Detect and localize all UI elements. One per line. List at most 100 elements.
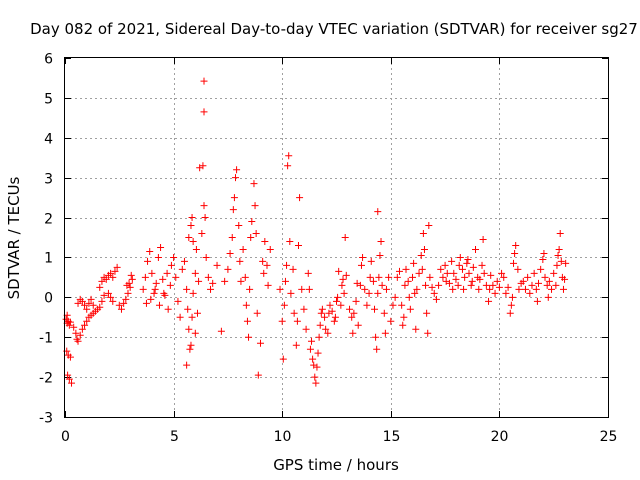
data-point-marker [556, 230, 564, 238]
data-point-marker [68, 379, 76, 387]
data-point-marker [157, 243, 165, 251]
data-point-marker [537, 265, 545, 273]
data-point-marker [147, 295, 155, 303]
data-point-marker [482, 281, 490, 289]
data-point-marker [375, 273, 383, 281]
data-point-marker [544, 293, 552, 301]
data-point-marker [424, 329, 432, 337]
data-point-marker [266, 245, 274, 253]
data-point-marker [304, 269, 312, 277]
chart-title: Day 082 of 2021, Sidereal Day-to-day VTE… [30, 20, 638, 38]
data-point-marker [253, 309, 261, 317]
data-point-marker [228, 234, 236, 241]
data-point-marker [357, 261, 365, 269]
data-point-marker [469, 263, 477, 271]
data-point-marker [174, 297, 182, 305]
data-point-marker [374, 289, 382, 297]
data-point-marker [541, 273, 549, 281]
data-point-marker [308, 337, 316, 345]
data-point-marker [426, 273, 434, 281]
data-point-marker [192, 245, 200, 253]
data-point-marker [524, 273, 532, 281]
data-point-marker [400, 313, 408, 321]
data-point-marker [441, 261, 449, 269]
data-point-marker [455, 261, 463, 269]
data-point-marker [230, 194, 238, 202]
data-point-marker [557, 257, 565, 265]
data-point-marker [185, 325, 193, 333]
data-point-marker [363, 301, 371, 309]
data-point-marker [500, 273, 508, 281]
data-point-marker [458, 265, 466, 273]
data-point-marker [382, 285, 390, 293]
data-point-marker [66, 353, 74, 361]
data-point-marker [251, 202, 259, 210]
y-tick-label: 6 [44, 52, 53, 68]
data-point-marker [311, 373, 319, 381]
data-point-marker [191, 269, 199, 277]
data-point-marker [411, 289, 419, 297]
data-point-marker [287, 289, 295, 297]
data-point-marker [437, 265, 445, 273]
data-point-marker [335, 267, 343, 275]
data-point-marker [109, 273, 117, 281]
data-point-marker [510, 259, 518, 267]
data-point-marker [371, 305, 379, 313]
data-point-marker [381, 329, 389, 337]
data-point-marker [83, 317, 91, 325]
data-point-marker [540, 249, 548, 257]
data-point-marker [164, 305, 172, 313]
data-point-marker [236, 257, 244, 265]
data-point-marker [493, 277, 501, 285]
data-point-marker [550, 269, 558, 277]
data-point-marker [107, 293, 115, 301]
data-point-marker [479, 235, 487, 243]
data-point-marker [279, 355, 287, 363]
data-point-marker [553, 261, 561, 269]
data-point-marker [74, 337, 82, 345]
data-point-marker [248, 218, 256, 226]
data-point-marker [450, 269, 458, 277]
data-point-marker [389, 301, 397, 309]
data-point-marker [183, 361, 191, 369]
data-point-marker [96, 303, 104, 311]
data-point-marker [467, 281, 475, 289]
data-point-marker [247, 234, 255, 241]
data-point-marker [70, 323, 78, 331]
data-point-marker [184, 305, 192, 313]
data-point-marker [338, 281, 346, 289]
data-point-marker [422, 281, 430, 289]
x-axis-label: GPS time / hours [273, 456, 399, 474]
data-point-marker [349, 329, 357, 337]
data-point-marker [365, 289, 373, 297]
data-point-marker [417, 251, 425, 259]
data-point-marker [419, 230, 427, 238]
data-point-marker [495, 283, 503, 291]
y-tick-label: -2 [39, 371, 53, 387]
plot-frame [64, 57, 609, 418]
data-point-marker [256, 339, 264, 347]
data-point-marker [180, 257, 188, 265]
data-point-marker [402, 265, 410, 273]
data-point-marker [189, 237, 197, 245]
data-point-marker [339, 275, 347, 283]
data-point-marker [452, 275, 460, 283]
data-point-marker [78, 297, 86, 305]
data-point-marker [533, 297, 541, 305]
data-point-marker [170, 253, 178, 261]
data-point-marker [305, 285, 313, 293]
data-point-marker [117, 305, 125, 313]
data-point-marker [428, 283, 436, 291]
data-point-marker [378, 281, 386, 289]
data-point-marker [454, 281, 462, 289]
data-point-marker [475, 285, 483, 293]
data-point-marker [328, 307, 336, 315]
data-point-marker [552, 281, 560, 289]
data-point-marker [98, 297, 106, 305]
data-point-marker [152, 279, 160, 287]
data-point-marker [159, 275, 167, 283]
data-point-marker [465, 269, 473, 277]
data-point-marker [186, 345, 194, 353]
data-point-marker [243, 317, 251, 325]
